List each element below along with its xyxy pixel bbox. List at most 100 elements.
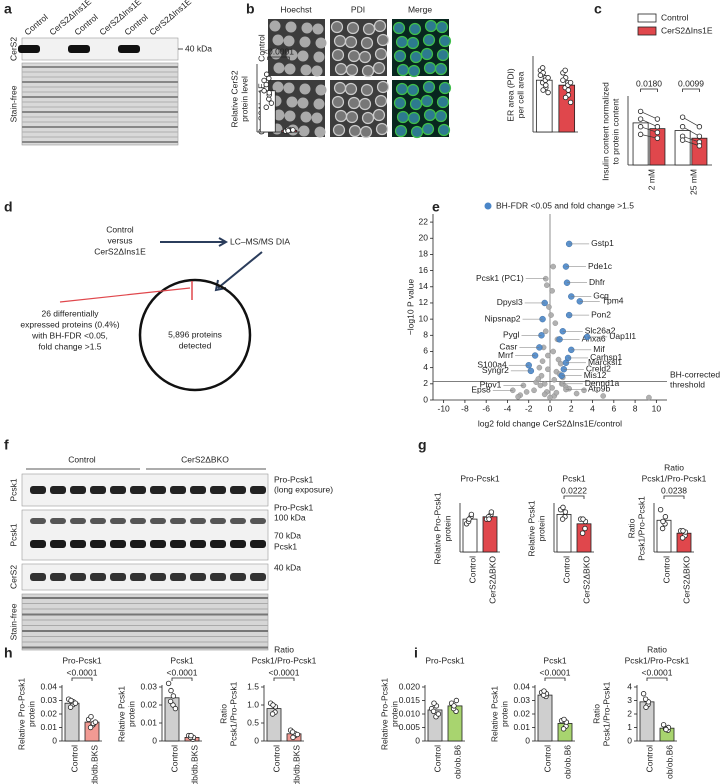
y-axis-label: to protein content (610, 98, 620, 164)
x-tick-label: Control (69, 745, 79, 773)
panel-label: e (432, 199, 440, 215)
blot-band (50, 486, 66, 494)
x-tick-label: 0 (548, 403, 553, 413)
diagram-text: 5,896 proteins (168, 329, 222, 339)
cell (311, 112, 323, 124)
blot-frame (21, 509, 269, 561)
chart-title: Pcsk1/Pro-Pcsk1 (642, 473, 707, 483)
cell (334, 62, 348, 76)
data-point (545, 366, 551, 373)
data-point (431, 700, 437, 706)
cell (423, 108, 437, 122)
y-axis-label: Ratio (591, 704, 601, 724)
cell (286, 96, 298, 108)
y-axis-label: protein (26, 701, 36, 727)
data-point (488, 509, 495, 515)
panel-label: b (246, 1, 255, 17)
x-tick-label: Control (661, 556, 671, 584)
data-point (562, 509, 569, 515)
data-point (560, 504, 566, 511)
right-label: 100 kDa (274, 512, 306, 522)
pair-line (640, 126, 658, 133)
data-point (545, 75, 551, 81)
highlight (59, 287, 191, 303)
data-point (172, 705, 179, 712)
row-label: CerS2 (8, 37, 18, 61)
cell (284, 63, 296, 75)
p-bracket (640, 88, 658, 92)
y-tick-label: 1 (627, 722, 632, 732)
blot-band (190, 518, 206, 524)
blot-band (230, 486, 246, 494)
y-tick-label: 0.02 (140, 699, 157, 709)
p-bracket (663, 495, 685, 499)
data-point (553, 389, 560, 396)
p-value: 0.0180 (636, 78, 662, 88)
data-point (285, 128, 291, 134)
cell (333, 34, 347, 48)
cell (284, 110, 296, 122)
cell (360, 83, 374, 97)
data-point (545, 89, 551, 96)
cell (437, 123, 451, 137)
data-point (546, 304, 552, 310)
data-point (466, 516, 472, 522)
blot-band (118, 45, 140, 53)
data-point (654, 124, 661, 130)
data-point (67, 704, 74, 710)
point-label: Gcg (593, 291, 609, 301)
y-axis-label: −log10 P value (405, 279, 415, 336)
cell (406, 83, 420, 97)
point-label: Anxa6 (582, 334, 606, 344)
cell (313, 98, 325, 110)
blot-band (30, 540, 46, 548)
point-label: S100a4 (477, 359, 507, 369)
chart-title: Pcsk1/Pro-Pcsk1 (252, 655, 317, 665)
data-point (660, 518, 666, 525)
point-label: Mrrf (498, 350, 514, 360)
cell (409, 50, 423, 64)
blot-band (70, 518, 86, 524)
data-point (270, 702, 276, 708)
blot-band (90, 573, 106, 581)
cell (297, 50, 309, 62)
cell (375, 122, 389, 136)
y-axis-label: Relative Pcsk1 (526, 500, 536, 556)
group-label: Control (68, 454, 96, 464)
data-point (531, 387, 537, 394)
y-tick-label: 0 (627, 735, 632, 745)
data-point (551, 376, 558, 383)
diagram-text: LC–MS/MS DIA (230, 236, 290, 246)
data-point (642, 696, 649, 702)
data-point (550, 348, 556, 355)
marker-label: 40 kDa (185, 43, 212, 53)
point-label: Eps8 (471, 385, 491, 395)
point-label: Ptov1 (480, 380, 502, 390)
x-tick-label: 4 (590, 403, 595, 413)
x-axis-label: log2 fold change CerS2ΔIns1E/control (478, 418, 622, 428)
diagram-text: expressed proteins (0.4%) (20, 319, 119, 329)
p-bracket (682, 88, 700, 92)
blot-band (30, 573, 46, 581)
cell (434, 109, 448, 123)
y-tick-label: 1.5 (247, 681, 259, 691)
diagram-text: detected (179, 340, 212, 350)
data-point (541, 391, 548, 398)
point-label: Casr (499, 342, 517, 352)
cell (333, 81, 347, 95)
x-tick-label: ob/ob.B6 (452, 745, 462, 779)
y-tick-label: 2 (423, 378, 428, 388)
p-bracket (544, 677, 566, 681)
data-point (266, 75, 272, 82)
cell (392, 21, 406, 35)
x-tick-label: ob/ob.B6 (562, 745, 572, 779)
panel-label: i (414, 645, 418, 661)
p-value: 0.0099 (678, 78, 704, 88)
data-point (600, 393, 606, 399)
data-point (654, 135, 661, 141)
y-axis-label: ER area (PDI) (505, 68, 515, 122)
blot-band (170, 486, 186, 494)
pair-line (640, 134, 658, 139)
y-tick-label: 20 (419, 233, 429, 243)
